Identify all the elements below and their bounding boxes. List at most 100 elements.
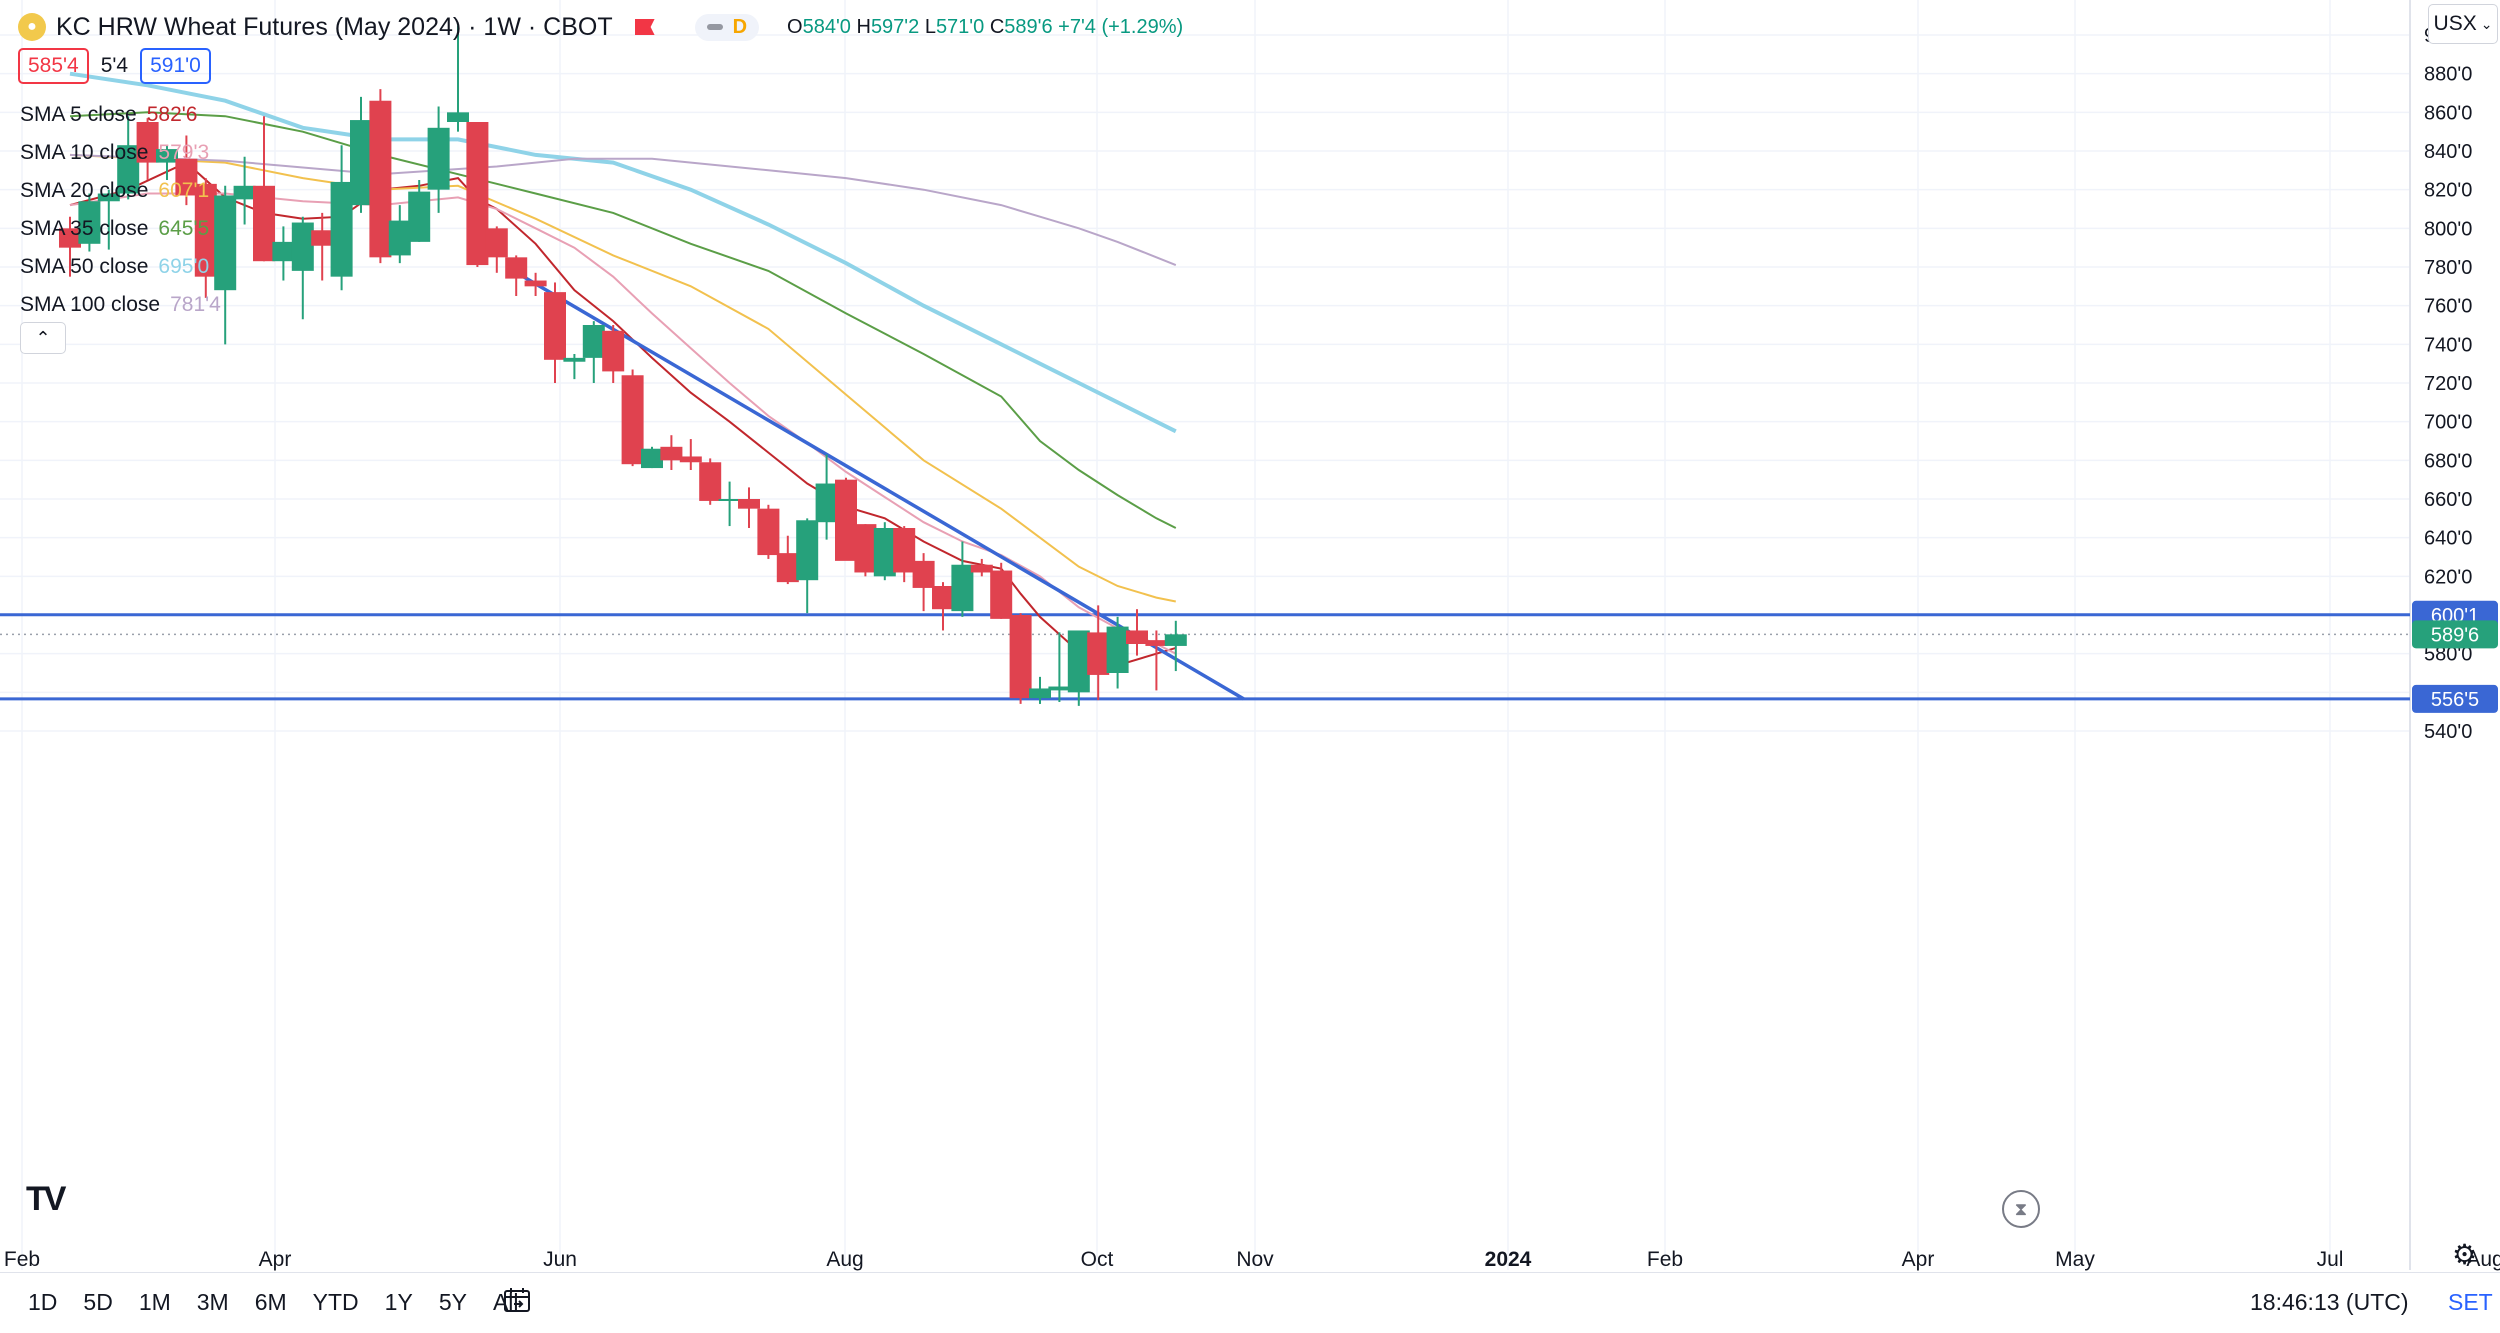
candle-body[interactable] bbox=[408, 191, 431, 242]
set-button[interactable]: SET bbox=[2448, 1289, 2493, 1315]
y-tick-label: 780'0 bbox=[2424, 257, 2472, 279]
candle-body[interactable] bbox=[194, 183, 217, 277]
h-label: H bbox=[856, 15, 871, 38]
candle-body[interactable] bbox=[932, 586, 954, 610]
candle-body[interactable] bbox=[1087, 632, 1110, 675]
candle-body[interactable] bbox=[136, 122, 159, 163]
candle-body[interactable] bbox=[350, 120, 372, 206]
time-axis[interactable]: Feb Apr Jun Aug Oct Nov 2024 Feb Apr May Jul Aug bbox=[4, 1248, 2500, 1271]
candle-body[interactable] bbox=[369, 100, 392, 258]
quote-row: 585'4 5'4 591'0 bbox=[18, 48, 211, 84]
candle-body[interactable] bbox=[1164, 634, 1187, 646]
candle-body[interactable] bbox=[1145, 640, 1168, 646]
calendar-icon[interactable] bbox=[502, 1285, 532, 1315]
horizontal-lines[interactable] bbox=[0, 613, 2410, 701]
period-button[interactable]: 1M bbox=[138, 1289, 171, 1315]
candle-body[interactable] bbox=[835, 479, 857, 561]
candle-body[interactable] bbox=[253, 185, 275, 262]
candle-body[interactable] bbox=[815, 483, 838, 523]
legend-item[interactable]: SMA 20 close 607'1 bbox=[20, 172, 221, 210]
candle-body[interactable] bbox=[563, 357, 586, 362]
period-button[interactable]: 5D bbox=[83, 1289, 113, 1315]
candle-body[interactable] bbox=[156, 149, 178, 163]
candle-body[interactable] bbox=[291, 222, 314, 271]
candle-body[interactable] bbox=[78, 201, 101, 244]
candle-body[interactable] bbox=[1048, 686, 1071, 691]
candle-body[interactable] bbox=[718, 499, 741, 501]
period-button[interactable]: YTD bbox=[312, 1289, 359, 1315]
candle-body[interactable] bbox=[175, 158, 198, 196]
candle-body[interactable] bbox=[117, 145, 140, 194]
candle-body[interactable] bbox=[485, 228, 508, 258]
candle-body[interactable] bbox=[699, 462, 722, 501]
period-button[interactable]: 5Y bbox=[438, 1289, 467, 1315]
symbol-title[interactable]: KC HRW Wheat Futures (May 2024) · 1W · C… bbox=[56, 12, 613, 41]
candle-body[interactable] bbox=[330, 181, 353, 277]
candle-body[interactable] bbox=[679, 456, 702, 463]
data-status-pill[interactable]: D bbox=[694, 13, 760, 41]
candle-body[interactable] bbox=[524, 280, 547, 287]
indicator-legend[interactable]: SMA 5 close 582'6 SMA 10 close 579'3 SMA 20 … bbox=[20, 96, 221, 324]
candle-body[interactable] bbox=[893, 528, 916, 573]
candle-body[interactable] bbox=[233, 185, 256, 200]
candle-body[interactable] bbox=[311, 230, 334, 246]
candle-body[interactable] bbox=[1067, 630, 1090, 693]
candle-body[interactable] bbox=[1126, 630, 1148, 644]
utc-clock[interactable]: 18:46:13 (UTC) bbox=[2250, 1289, 2409, 1315]
change-value: +7'4 (+1.29%) bbox=[1058, 15, 1184, 38]
candle-body[interactable] bbox=[796, 520, 819, 581]
candle-body[interactable] bbox=[388, 220, 411, 256]
legend-item[interactable]: SMA 10 close 579'3 bbox=[20, 134, 221, 172]
candle-body[interactable] bbox=[1029, 688, 1051, 699]
period-button[interactable]: 6M bbox=[254, 1289, 287, 1315]
y-tick-label: 840'0 bbox=[2424, 141, 2472, 163]
candle-body[interactable] bbox=[427, 127, 450, 190]
chevron-up-icon: ⌃ bbox=[35, 327, 51, 348]
candle-body[interactable] bbox=[912, 560, 935, 588]
l-label: L bbox=[924, 15, 936, 38]
candle-body[interactable] bbox=[970, 564, 993, 573]
legend-item[interactable]: SMA 50 close 695'0 bbox=[20, 248, 221, 286]
candle-body[interactable] bbox=[505, 257, 528, 279]
candles[interactable] bbox=[59, 25, 1187, 706]
candle-body[interactable] bbox=[1009, 615, 1032, 699]
candle-body[interactable] bbox=[757, 508, 780, 556]
candle-body[interactable] bbox=[641, 448, 663, 469]
period-button[interactable]: 3M bbox=[196, 1289, 229, 1315]
candle-body[interactable] bbox=[59, 228, 81, 248]
legend-item[interactable]: SMA 100 close 781'4 bbox=[20, 286, 221, 324]
candle-body[interactable] bbox=[602, 330, 625, 372]
y-tick-label: 800'0 bbox=[2424, 218, 2472, 240]
period-button[interactable]: 1Y bbox=[384, 1289, 413, 1315]
settings-gear-icon[interactable]: ⚙ bbox=[2452, 1239, 2478, 1270]
bid-box[interactable]: 585'4 bbox=[18, 48, 89, 84]
ask-box[interactable]: 591'0 bbox=[140, 48, 211, 84]
legend-item[interactable]: SMA 35 close 645'5 bbox=[20, 210, 221, 248]
currency-selector[interactable]: USX ⌄ bbox=[2428, 4, 2498, 44]
candle-body[interactable] bbox=[660, 446, 683, 461]
candle-body[interactable] bbox=[447, 112, 469, 122]
collapse-legend-button[interactable]: ⌃ bbox=[20, 322, 66, 354]
flag-icon[interactable] bbox=[634, 19, 655, 35]
period-button[interactable]: 1D bbox=[28, 1289, 58, 1315]
candle-body[interactable] bbox=[951, 564, 974, 612]
hourglass-icon[interactable]: ⧗ bbox=[2002, 1190, 2040, 1228]
candle-body[interactable] bbox=[621, 375, 644, 465]
candle-body[interactable] bbox=[582, 325, 605, 358]
dash-icon bbox=[706, 24, 723, 30]
candle-body[interactable] bbox=[97, 193, 120, 202]
candle-body[interactable] bbox=[544, 292, 566, 360]
candle-body[interactable] bbox=[272, 241, 295, 262]
candle-body[interactable] bbox=[776, 553, 799, 583]
candle-body[interactable] bbox=[854, 524, 877, 573]
candle-body[interactable] bbox=[873, 528, 896, 577]
candle-body[interactable] bbox=[738, 499, 760, 509]
candle-body[interactable] bbox=[990, 570, 1013, 619]
tradingview-logo[interactable]: TV bbox=[26, 1180, 66, 1218]
price-axis[interactable]: 540'0560'0580'0600'0620'0640'0660'0680'0… bbox=[2424, 25, 2472, 743]
candle-body[interactable] bbox=[214, 195, 237, 291]
legend-item[interactable]: SMA 5 close 582'6 bbox=[20, 96, 221, 134]
candle-body[interactable] bbox=[1106, 626, 1129, 673]
candle-body[interactable] bbox=[466, 122, 489, 266]
